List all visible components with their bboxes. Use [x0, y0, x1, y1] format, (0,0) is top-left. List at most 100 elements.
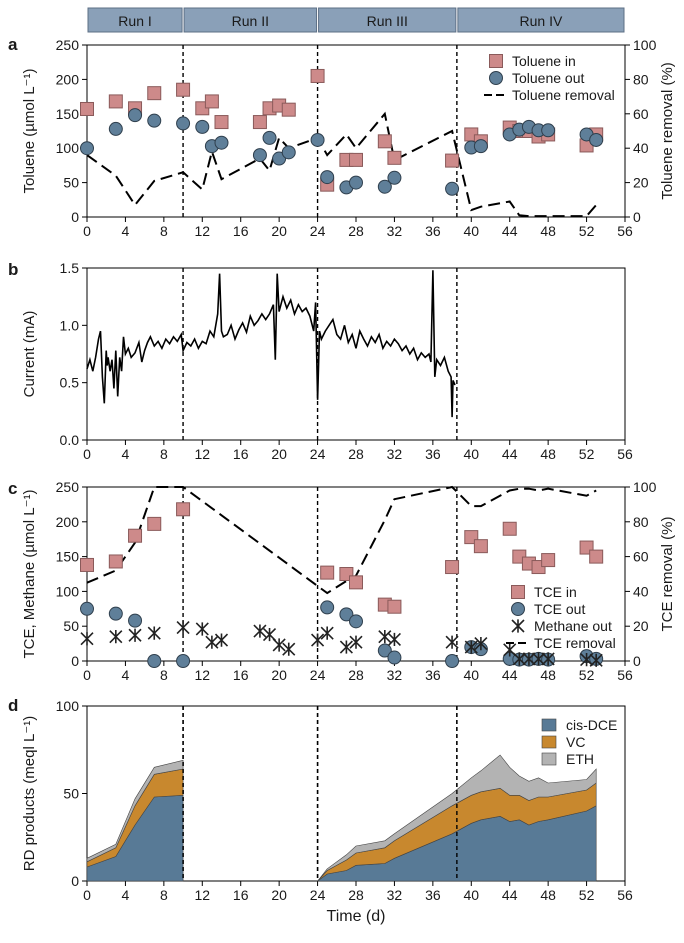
data-star	[311, 633, 325, 647]
x-tick-label: 12	[194, 446, 210, 462]
x-tick-label: 12	[194, 223, 210, 239]
data-square	[349, 152, 363, 167]
legend-symbol-circle	[489, 71, 503, 85]
panel-b-label: b	[8, 260, 18, 279]
data-square	[128, 528, 143, 543]
x-tick-label: 16	[233, 446, 249, 462]
data-circle	[377, 643, 392, 658]
legend-entry: ETH	[566, 751, 594, 767]
removal-line	[86, 111, 597, 218]
x-tick-label: 8	[160, 667, 168, 683]
y-right-tick-label: 20	[633, 618, 649, 634]
x-tick-label: 4	[122, 667, 130, 683]
data-square	[320, 565, 335, 580]
data-star	[378, 630, 392, 644]
data-star	[282, 642, 296, 656]
y-tick-label: 1.0	[60, 317, 80, 333]
data-star	[253, 624, 267, 638]
x-tick-label: 0	[83, 223, 91, 239]
x-tick-label: 16	[233, 667, 249, 683]
data-star	[109, 630, 123, 644]
legend-entry: Toluene out	[512, 70, 585, 86]
data-square	[176, 502, 191, 517]
data-circle	[473, 139, 488, 154]
x-tick-label: 0	[83, 446, 91, 462]
y-right-tick-label: 60	[633, 549, 649, 565]
x-tick-label: 16	[233, 223, 249, 239]
run-header-box	[87, 7, 183, 33]
data-square	[108, 554, 123, 569]
x-tick-label: 4	[122, 887, 130, 903]
x-tick-label: 28	[348, 667, 364, 683]
data-square	[349, 575, 363, 590]
data-circle	[589, 132, 604, 147]
legend-entry: cis-DCE	[566, 717, 617, 733]
data-star	[512, 652, 526, 666]
y-tick-label: 250	[56, 479, 80, 495]
data-square	[204, 94, 219, 109]
data-star	[445, 635, 459, 649]
data-star	[541, 652, 555, 666]
legend-symbol-square	[489, 54, 503, 68]
run-header-label: Run IV	[520, 13, 563, 29]
y-right-tick-label: 80	[633, 514, 649, 530]
x-tick-label: 4	[122, 223, 130, 239]
legend-entry: TCE in	[534, 584, 577, 600]
y-tick-label: 150	[56, 549, 80, 565]
x-tick-label: 0	[83, 887, 91, 903]
area-eth	[317, 754, 597, 882]
x-tick-label: 44	[502, 446, 518, 462]
x-tick-label: 24	[310, 667, 326, 683]
data-square	[589, 549, 604, 564]
data-circle	[377, 179, 392, 194]
data-square	[387, 150, 402, 165]
data-square	[502, 521, 517, 536]
x-tick-label: 36	[425, 223, 441, 239]
legend-symbol-circle	[511, 602, 525, 616]
x-tick-label: 0	[83, 667, 91, 683]
run-header-label: Run III	[367, 13, 408, 29]
data-circle	[214, 135, 229, 150]
data-star	[176, 620, 190, 635]
run-header-box	[183, 7, 318, 33]
y-tick-label: 0	[71, 209, 79, 225]
data-circle	[262, 130, 277, 145]
data-star	[214, 633, 229, 647]
data-square	[252, 115, 267, 130]
legend-symbol-box	[541, 735, 557, 749]
legend-symbol-square	[511, 585, 525, 599]
y-axis-label: Toluene (µmol L⁻¹)	[21, 69, 38, 194]
data-square	[108, 94, 123, 109]
data-circle	[310, 132, 325, 147]
data-square	[541, 553, 556, 568]
y-right-tick-label: 100	[633, 37, 657, 53]
y-axis-label: Current (mA)	[21, 311, 38, 398]
data-circle	[128, 108, 143, 123]
x-tick-label: 36	[425, 446, 441, 462]
data-star	[349, 635, 363, 649]
x-tick-label: 48	[540, 667, 556, 683]
data-star	[147, 626, 161, 640]
x-tick-label: 48	[540, 223, 556, 239]
data-circle	[128, 613, 143, 628]
data-circle	[339, 607, 354, 622]
y-right-tick-label: 60	[633, 106, 649, 122]
data-circle	[445, 654, 460, 668]
data-circle	[387, 650, 402, 665]
x-tick-label: 8	[160, 446, 168, 462]
data-star	[474, 637, 488, 651]
legend-symbol-box	[541, 752, 557, 766]
run-header-label: Run II	[232, 13, 269, 29]
x-tick-label: 40	[463, 887, 479, 903]
data-star	[522, 652, 536, 666]
x-tick-label: 28	[348, 223, 364, 239]
data-circle	[349, 175, 363, 190]
data-circle	[80, 141, 94, 156]
data-square	[377, 134, 392, 149]
data-star	[262, 627, 277, 642]
y-tick-label: 100	[56, 698, 80, 714]
x-axis-label: Time (d)	[327, 908, 386, 925]
data-star	[589, 653, 603, 667]
current-line	[86, 270, 456, 418]
